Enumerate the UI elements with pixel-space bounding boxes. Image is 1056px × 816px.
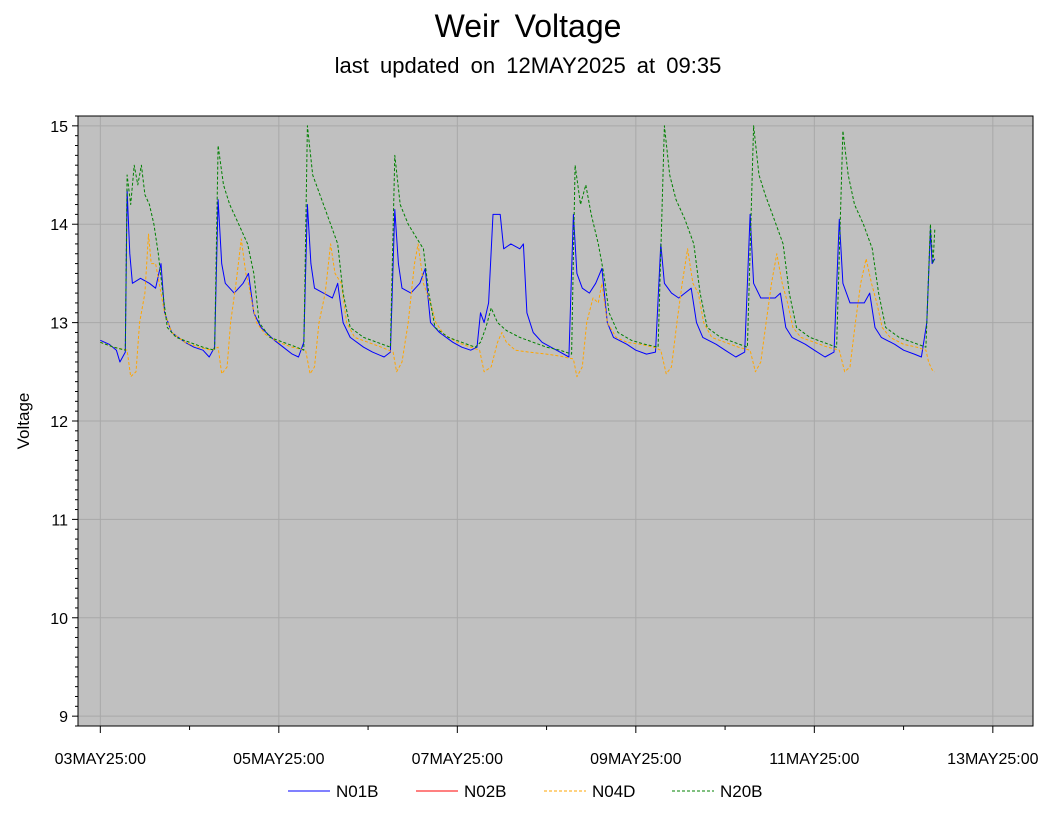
series-line-n20b (100, 125, 936, 355)
chart-subtitle: last updated on 12MAY2025 at 09:35 (334, 53, 722, 78)
y-axis-label: Voltage (14, 393, 33, 450)
y-tick-label: 12 (50, 414, 68, 431)
x-tick-label: 03MAY25:00 (55, 751, 146, 768)
y-tick-label: 9 (59, 709, 68, 726)
x-tick-label: 07MAY25:00 (412, 751, 503, 768)
x-tick-label: 13MAY25:00 (947, 751, 1038, 768)
x-tick-label: 09MAY25:00 (590, 751, 681, 768)
x-tick-label: 11MAY25:00 (769, 751, 859, 768)
y-tick-label: 14 (50, 217, 68, 234)
series-line-n04d (100, 233, 936, 378)
legend-label-n20b: N20B (720, 782, 763, 801)
plot-frame (77, 115, 1034, 727)
y-tick-label: 15 (50, 119, 68, 136)
legend-label-n02b: N02B (464, 782, 507, 801)
legend-label-n01b: N01B (336, 782, 379, 801)
y-tick-label: 10 (50, 611, 68, 628)
y-tick-label: 11 (51, 512, 68, 529)
chart-title: Weir Voltage (434, 8, 622, 44)
x-tick-label: 05MAY25:00 (233, 751, 324, 768)
y-tick-label: 13 (50, 316, 68, 333)
legend-label-n04d: N04D (592, 782, 635, 801)
series-line-n01b (100, 189, 936, 363)
